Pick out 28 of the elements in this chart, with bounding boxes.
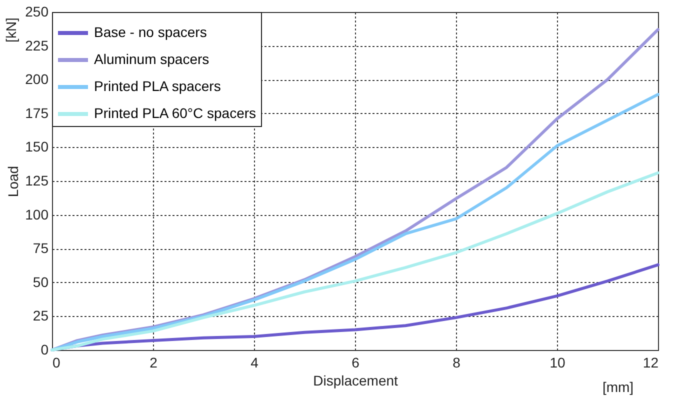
legend-label: Printed PLA spacers	[94, 78, 221, 94]
legend-label: Base - no spacers	[94, 24, 207, 40]
y-tick-label: 250	[25, 4, 49, 20]
text: [mm]	[602, 379, 634, 395]
y-tick-label: 100	[25, 206, 49, 222]
y-tick-label: 150	[25, 138, 49, 155]
line-series	[50, 92, 660, 352]
x-tick-label: 6	[352, 354, 360, 370]
x-tick-label: 12	[642, 354, 659, 370]
y-tick-label: 75	[32, 240, 49, 256]
y-tick-label: 200	[25, 71, 49, 88]
y-tick-label: 125	[25, 172, 49, 188]
x-tick-label: 2	[150, 354, 158, 370]
line-series	[50, 171, 660, 352]
y-tick-label: 175	[25, 104, 49, 121]
y-tick-label: 25	[32, 308, 49, 324]
y-tick-label: 225	[25, 37, 49, 54]
text: [kN]	[3, 18, 19, 42]
x-tick-label: 8	[452, 354, 461, 370]
x-axis-title: Displacement	[313, 372, 398, 388]
y-tick-label: 50	[32, 274, 49, 290]
x-tick-label: 0	[52, 354, 60, 370]
legend-label: Aluminum spacers	[94, 51, 210, 67]
y-axis-title: Load	[5, 166, 22, 198]
y-tick-label: 0	[40, 342, 49, 358]
legend-label: Printed PLA 60°C spacers	[94, 105, 256, 121]
x-tick-label: 10	[550, 354, 566, 370]
x-tick-label: 4	[250, 354, 259, 370]
